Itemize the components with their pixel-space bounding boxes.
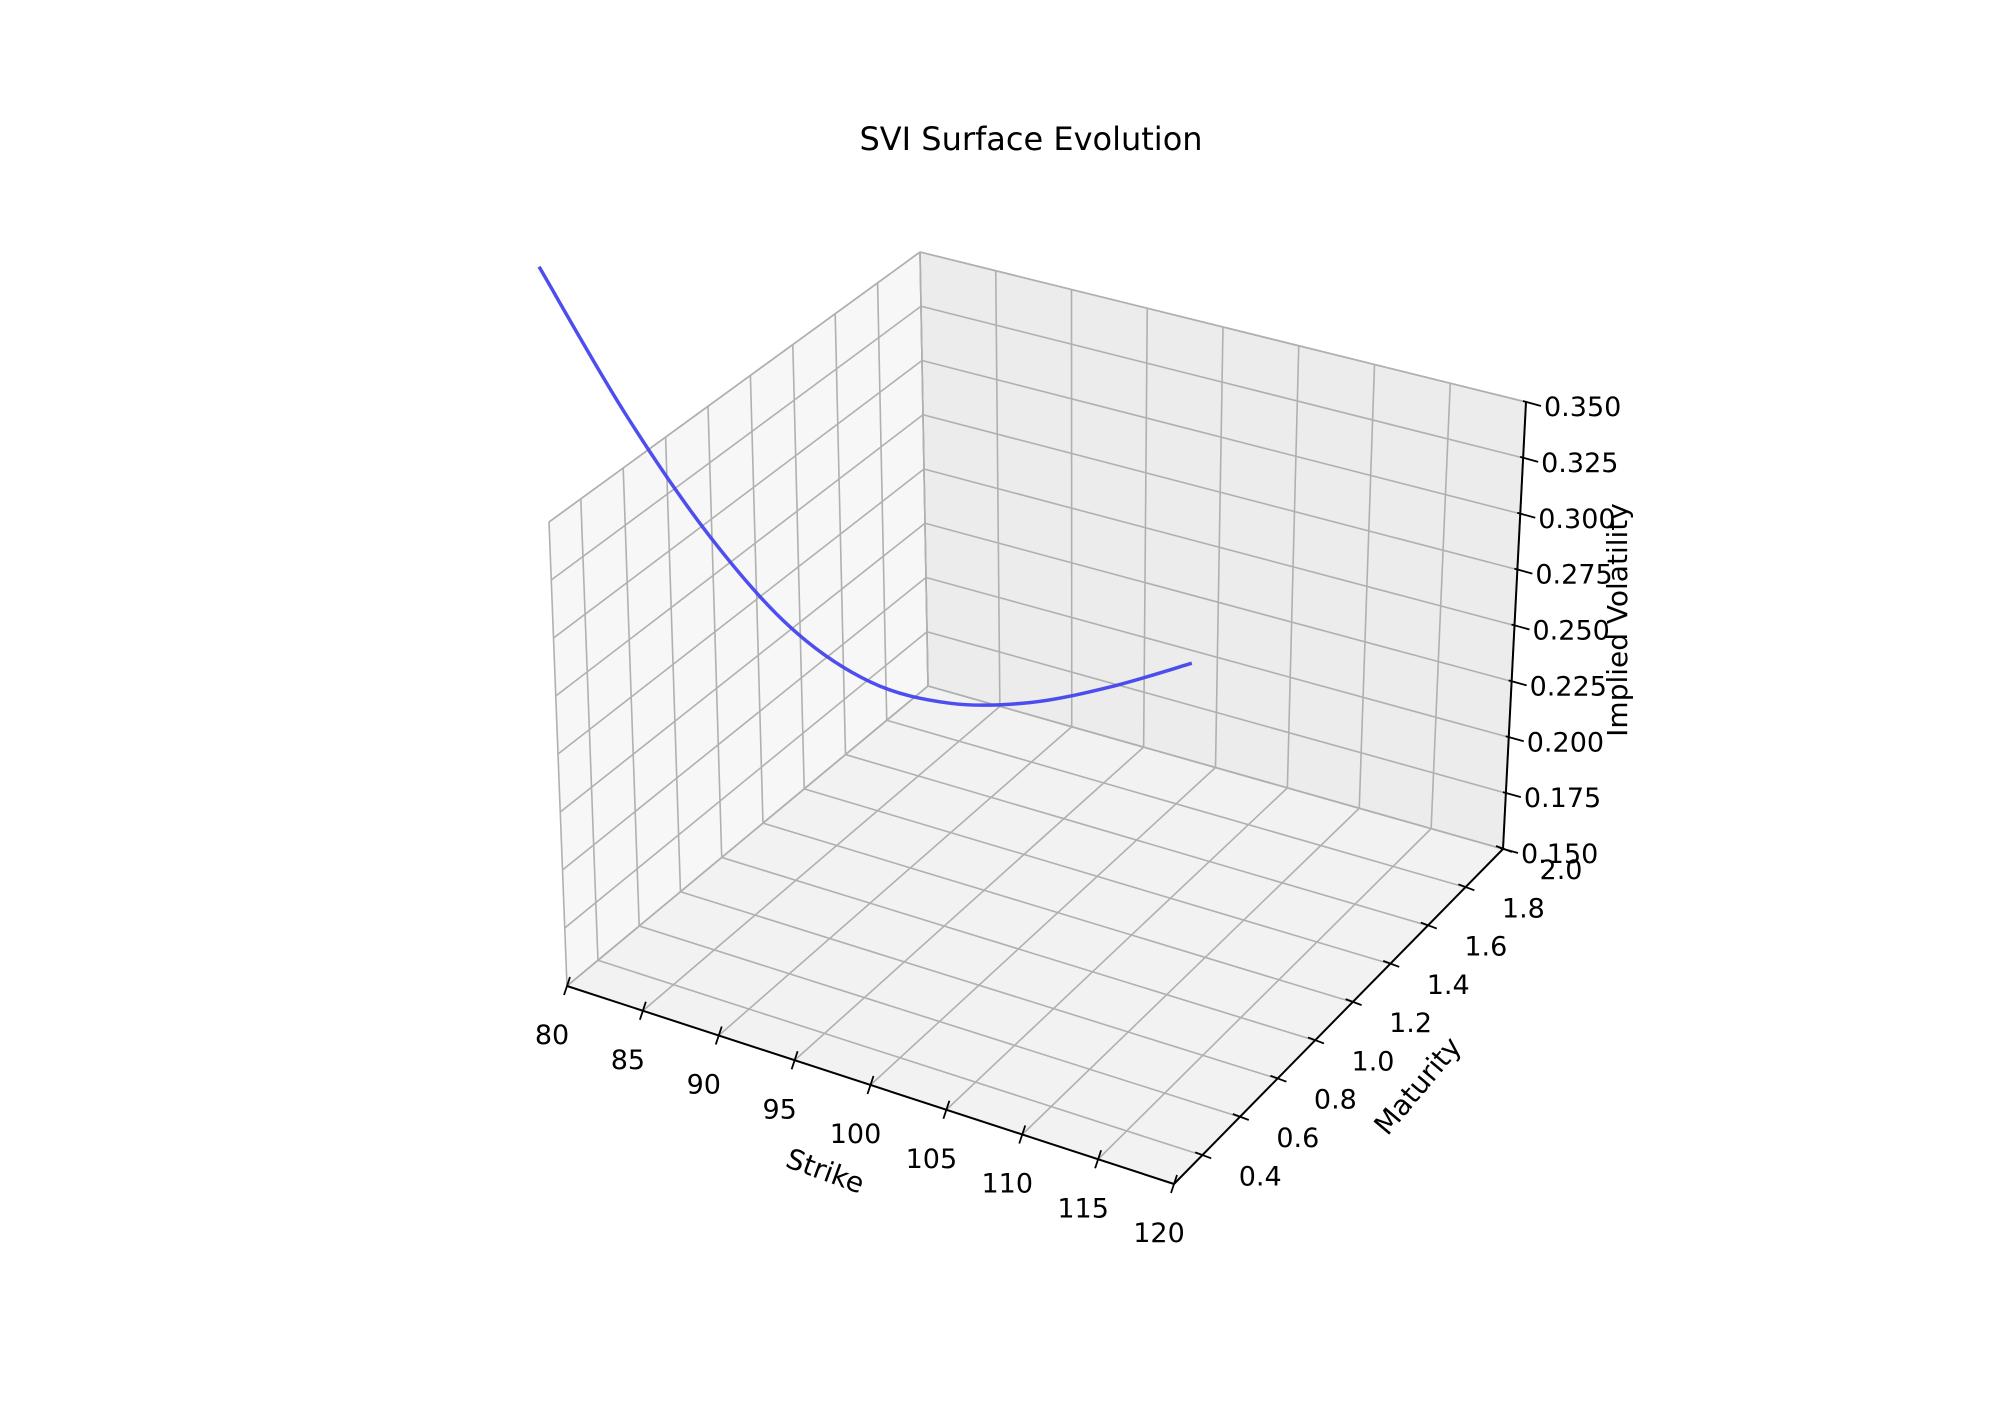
y-tick-label: 1.0: [1352, 1046, 1395, 1077]
x-tick-label: 110: [981, 1169, 1033, 1200]
x-tick-label: 100: [830, 1119, 882, 1150]
y-tick-label: 0.4: [1239, 1161, 1282, 1192]
z-tick-label: 0.175: [1524, 783, 1601, 814]
x-tick-label: 105: [906, 1144, 958, 1175]
z-tick-label: 0.200: [1527, 727, 1604, 758]
x-tick-label: 90: [687, 1070, 721, 1101]
y-tick-label: 1.8: [1502, 893, 1545, 924]
y-tick-label: 1.6: [1464, 932, 1507, 963]
y-tick-label: 1.4: [1427, 970, 1470, 1001]
z-tick-label: 0.325: [1541, 448, 1618, 479]
y-tick-label: 0.6: [1276, 1123, 1319, 1154]
z-axis-label: Implied Volatility: [1601, 503, 1634, 737]
y-tick-label: 0.8: [1314, 1085, 1357, 1116]
z-tick-label: 0.250: [1533, 616, 1610, 647]
z-tick-label: 0.150: [1521, 839, 1598, 870]
x-tick-label: 85: [611, 1045, 645, 1076]
x-tick-label: 115: [1057, 1193, 1109, 1224]
z-tick-label: 0.350: [1544, 392, 1621, 423]
x-tick-label: 80: [535, 1020, 569, 1051]
y-tick-label: 1.2: [1389, 1008, 1432, 1039]
x-tick-label: 95: [762, 1094, 796, 1125]
z-tick-label: 0.225: [1530, 671, 1607, 702]
chart-title: SVI Surface Evolution: [859, 120, 1202, 158]
x-tick-label: 120: [1133, 1218, 1185, 1249]
x-axis-label: Strike: [782, 1142, 869, 1201]
axes-panes: [549, 252, 1526, 1184]
